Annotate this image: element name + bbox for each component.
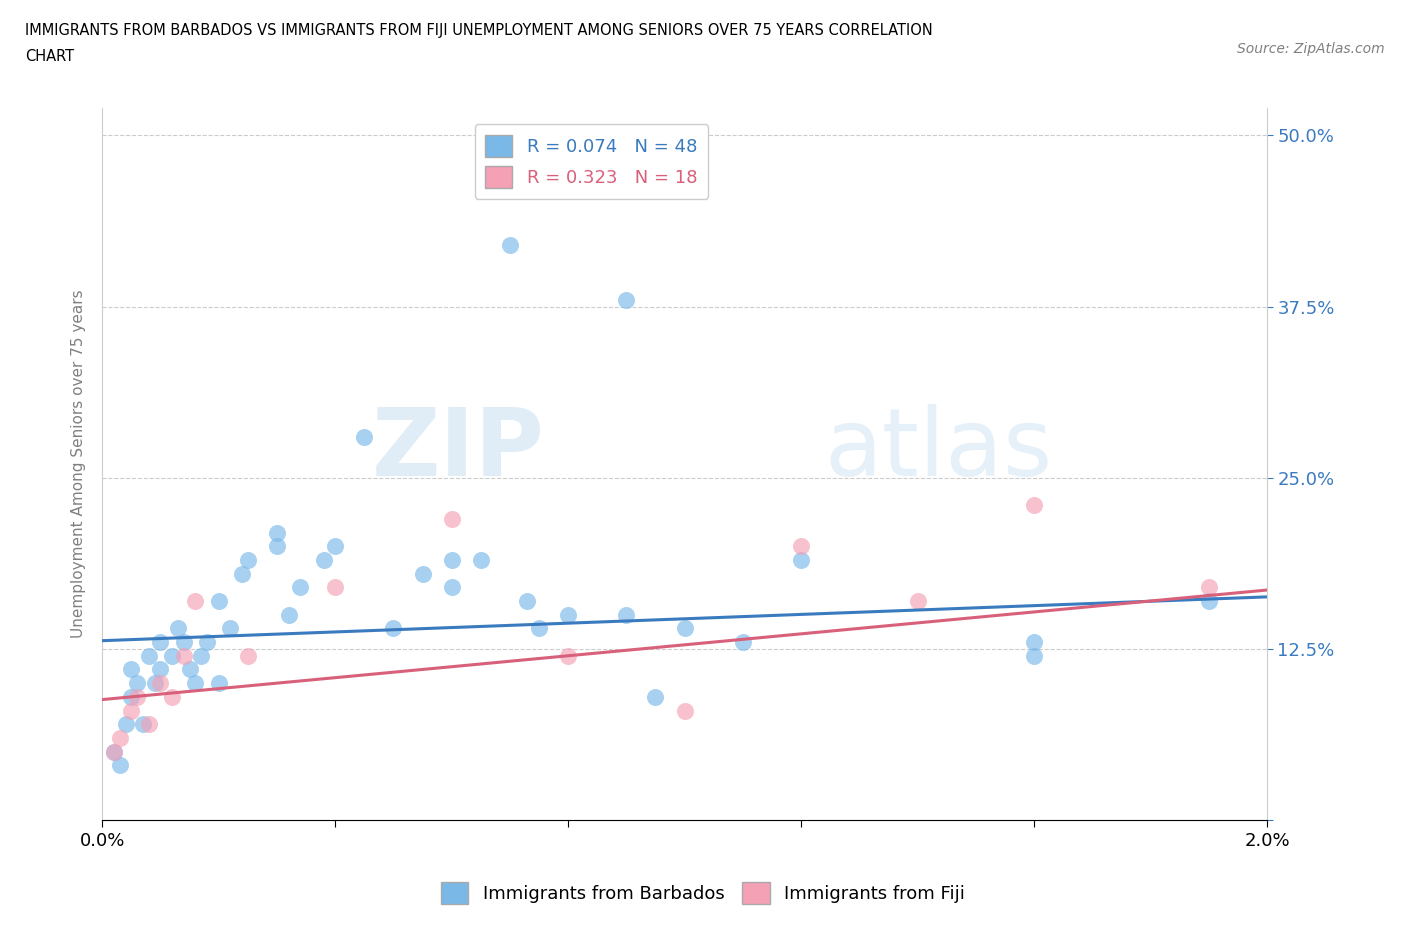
Point	[266, 538, 288, 553]
Point	[149, 676, 172, 691]
Point	[440, 512, 463, 526]
Point	[516, 593, 538, 608]
Point	[790, 552, 813, 567]
Point	[731, 634, 754, 649]
Legend: Immigrants from Barbados, Immigrants from Fiji: Immigrants from Barbados, Immigrants fro…	[434, 875, 972, 911]
Point	[236, 648, 259, 663]
Point	[323, 579, 346, 594]
Text: atlas: atlas	[824, 404, 1053, 496]
Point	[173, 634, 195, 649]
Text: IMMIGRANTS FROM BARBADOS VS IMMIGRANTS FROM FIJI UNEMPLOYMENT AMONG SENIORS OVER: IMMIGRANTS FROM BARBADOS VS IMMIGRANTS F…	[25, 23, 934, 38]
Point	[614, 292, 637, 307]
Point	[673, 621, 696, 636]
Point	[138, 717, 160, 732]
Point	[132, 717, 155, 732]
Point	[219, 621, 242, 636]
Point	[644, 689, 666, 704]
Point	[103, 744, 125, 759]
Point	[236, 552, 259, 567]
Point	[1022, 648, 1045, 663]
Point	[290, 579, 312, 594]
Point	[470, 552, 492, 567]
Point	[179, 662, 201, 677]
Point	[127, 689, 149, 704]
Point	[167, 621, 190, 636]
Point	[184, 593, 207, 608]
Point	[614, 607, 637, 622]
Point	[184, 676, 207, 691]
Point	[149, 662, 172, 677]
Y-axis label: Unemployment Among Seniors over 75 years: Unemployment Among Seniors over 75 years	[72, 290, 86, 638]
Point	[673, 703, 696, 718]
Point	[173, 648, 195, 663]
Point	[790, 538, 813, 553]
Point	[323, 538, 346, 553]
Point	[277, 607, 299, 622]
Point	[382, 621, 405, 636]
Point	[114, 717, 136, 732]
Text: ZIP: ZIP	[373, 404, 544, 496]
Point	[1198, 579, 1220, 594]
Point	[1022, 498, 1045, 512]
Point	[266, 525, 288, 540]
Point	[440, 579, 463, 594]
Point	[557, 607, 579, 622]
Point	[190, 648, 212, 663]
Point	[149, 634, 172, 649]
Point	[231, 566, 253, 581]
Point	[907, 593, 929, 608]
Point	[160, 648, 183, 663]
Point	[160, 689, 183, 704]
Point	[1198, 593, 1220, 608]
Point	[208, 676, 231, 691]
Point	[195, 634, 218, 649]
Point	[208, 593, 231, 608]
Point	[108, 758, 131, 773]
Point	[353, 430, 375, 445]
Point	[127, 676, 149, 691]
Point	[108, 730, 131, 745]
Point	[557, 648, 579, 663]
Point	[143, 676, 166, 691]
Legend: R = 0.074   N = 48, R = 0.323   N = 18: R = 0.074 N = 48, R = 0.323 N = 18	[475, 124, 709, 199]
Text: CHART: CHART	[25, 49, 75, 64]
Point	[120, 689, 142, 704]
Point	[103, 744, 125, 759]
Point	[120, 703, 142, 718]
Point	[120, 662, 142, 677]
Point	[499, 237, 522, 252]
Point	[440, 552, 463, 567]
Point	[138, 648, 160, 663]
Point	[412, 566, 434, 581]
Point	[527, 621, 550, 636]
Point	[312, 552, 335, 567]
Point	[1022, 634, 1045, 649]
Text: Source: ZipAtlas.com: Source: ZipAtlas.com	[1237, 42, 1385, 56]
